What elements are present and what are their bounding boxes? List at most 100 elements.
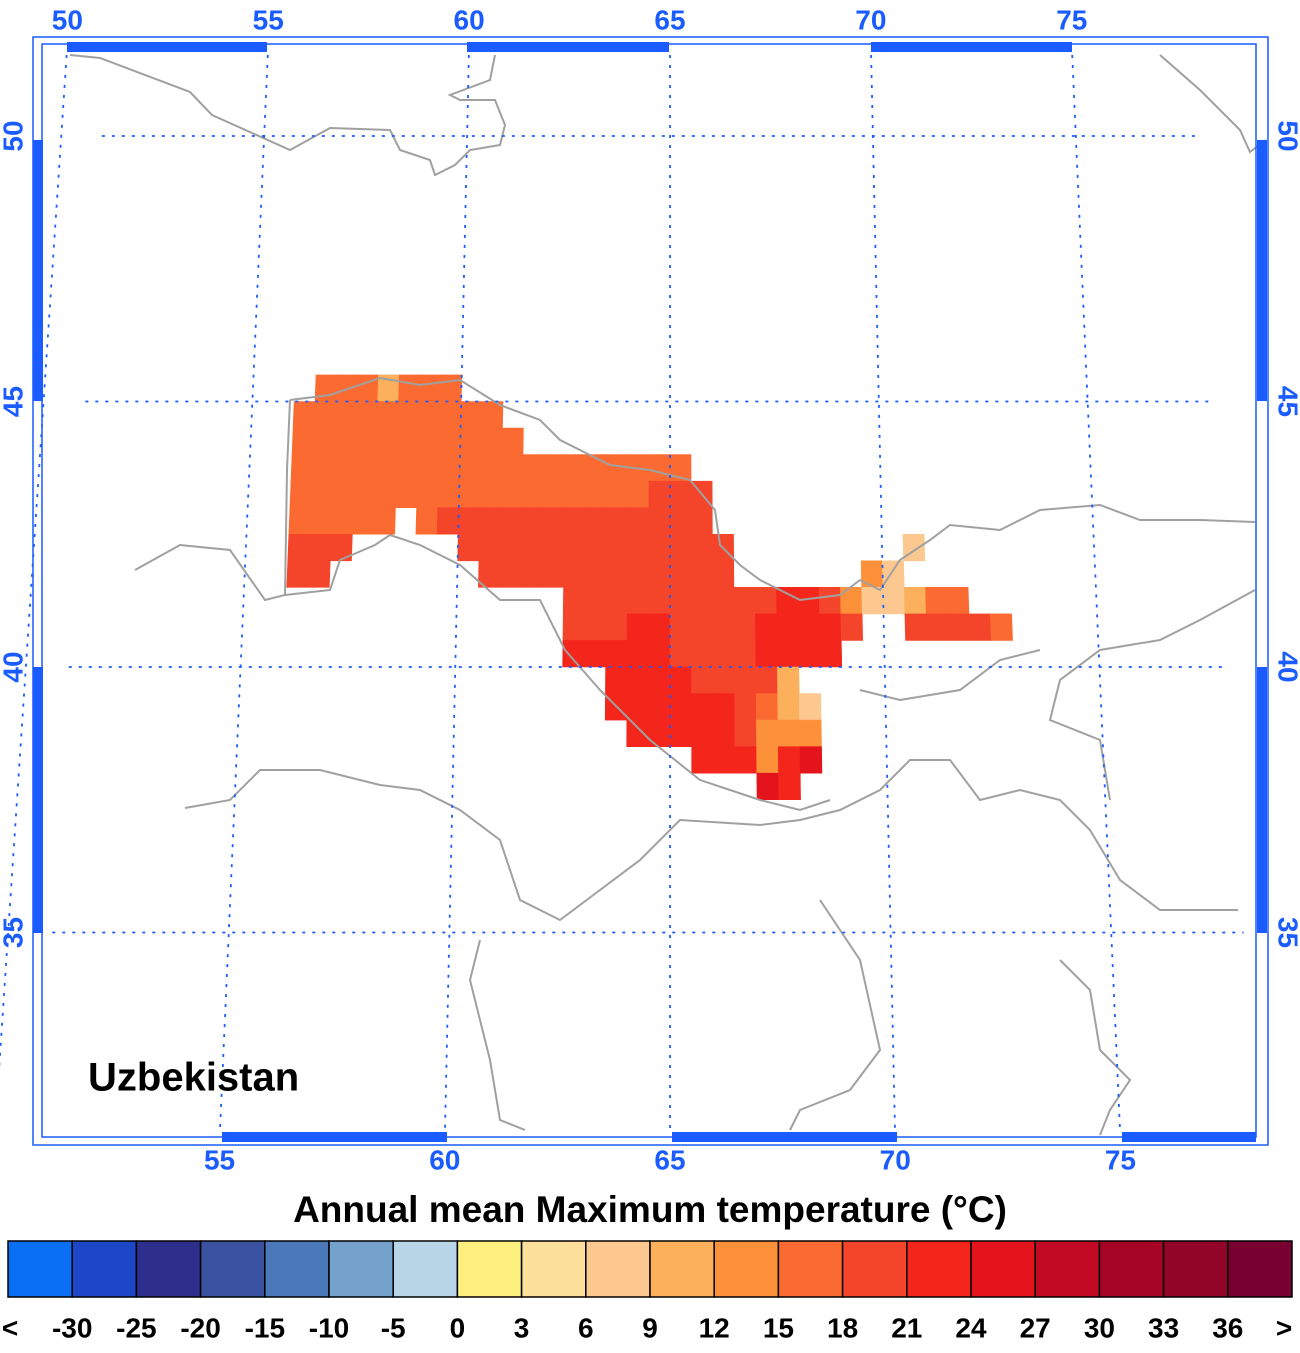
colorbar-box bbox=[456, 1240, 523, 1298]
grid-cell bbox=[754, 587, 778, 615]
grid-cell bbox=[904, 613, 928, 641]
grid-cell bbox=[777, 693, 800, 721]
grid-cell bbox=[840, 613, 864, 641]
frame-bar bbox=[1122, 1132, 1256, 1142]
grid-cell bbox=[584, 507, 607, 535]
grid-cell bbox=[437, 480, 460, 509]
grid-cell bbox=[564, 480, 587, 509]
grid-cell bbox=[733, 640, 757, 668]
grid-cell bbox=[459, 454, 482, 482]
grid-cell bbox=[458, 480, 481, 509]
grid-cell bbox=[777, 746, 801, 774]
grid-cell bbox=[584, 587, 607, 615]
colorbar-box bbox=[392, 1240, 459, 1298]
grid-cell bbox=[541, 560, 565, 588]
border bbox=[1048, 589, 1256, 801]
grid-cell bbox=[799, 746, 823, 774]
grid-cell bbox=[605, 666, 628, 694]
grid-cell bbox=[690, 587, 714, 615]
lat-tick-label: 35 bbox=[1273, 917, 1300, 948]
colorbar-box bbox=[1098, 1240, 1165, 1298]
grid-cell bbox=[520, 560, 543, 588]
grid-cell bbox=[605, 533, 628, 562]
grid-cell bbox=[354, 427, 378, 455]
colorbar-label: > bbox=[1276, 1312, 1292, 1343]
grid-cell bbox=[605, 613, 628, 641]
colorbar-label: 33 bbox=[1148, 1312, 1179, 1343]
colorbar-label: 18 bbox=[827, 1312, 858, 1343]
grid-cell bbox=[521, 533, 544, 562]
grid-cell bbox=[416, 454, 440, 482]
grid-cell bbox=[584, 613, 607, 641]
lat-tick-label: 40 bbox=[0, 651, 28, 682]
grid-cell bbox=[925, 613, 949, 641]
grid-cell bbox=[457, 507, 481, 535]
grid-cell bbox=[925, 587, 948, 615]
grid-cell bbox=[648, 480, 671, 509]
colorbar-label: 12 bbox=[699, 1312, 730, 1343]
grid-cell bbox=[333, 427, 357, 455]
grid-cell bbox=[311, 454, 335, 482]
grid-cell bbox=[626, 666, 649, 694]
grid-cell bbox=[733, 613, 756, 641]
grid-cell bbox=[755, 613, 778, 641]
grid-cell bbox=[755, 693, 779, 721]
grid-cell bbox=[756, 719, 779, 747]
colorbar-box bbox=[906, 1240, 972, 1298]
colorbar-label: 9 bbox=[642, 1312, 658, 1343]
grid-cell bbox=[352, 480, 376, 509]
grid-cell bbox=[584, 560, 607, 588]
lon-tick-label: 55 bbox=[204, 1144, 235, 1175]
grid-cell bbox=[583, 640, 607, 668]
grid-cell bbox=[755, 666, 778, 694]
colorbar-label: 36 bbox=[1212, 1312, 1243, 1343]
grid-cell bbox=[712, 666, 735, 694]
grid-cell bbox=[669, 693, 692, 721]
grid-cell bbox=[691, 719, 714, 747]
grid-cell bbox=[374, 454, 398, 482]
grid-cell bbox=[331, 480, 355, 509]
grid-cell bbox=[501, 454, 524, 482]
grid-cell bbox=[542, 507, 565, 535]
colorbar-label: -5 bbox=[381, 1312, 406, 1343]
grid-cell bbox=[669, 613, 692, 641]
grid-cell bbox=[479, 480, 502, 509]
grid-cell bbox=[563, 507, 586, 535]
grid-cell bbox=[459, 427, 482, 455]
grid-layer bbox=[0, 54, 1244, 1131]
frame-bar bbox=[871, 42, 1072, 52]
grid-cell bbox=[291, 427, 315, 455]
grid-cell bbox=[352, 507, 375, 535]
grid-cell bbox=[374, 480, 397, 509]
border bbox=[859, 649, 1041, 702]
grid-cell bbox=[438, 454, 461, 482]
grid-cell bbox=[564, 454, 587, 482]
grid-cell bbox=[648, 719, 671, 747]
colorbar-box bbox=[1034, 1240, 1101, 1298]
grid-cell bbox=[691, 746, 714, 774]
grid-cell bbox=[799, 719, 822, 747]
colorbar-box bbox=[649, 1240, 715, 1298]
grid-cell bbox=[669, 480, 692, 509]
colorbar-label: 0 bbox=[450, 1312, 466, 1343]
colorbar-label: -15 bbox=[245, 1312, 285, 1343]
grid-cell bbox=[627, 507, 650, 535]
ticks-layer: 50 55 55 60 60 65 65 70 70 75 75 50 50 45 45 40 40 35 35 bbox=[0, 4, 1300, 1175]
frame-bar bbox=[1257, 140, 1267, 401]
grid-cell bbox=[290, 454, 314, 482]
meridian bbox=[1071, 54, 1121, 1131]
colorbar-box bbox=[777, 1240, 844, 1298]
grid-cell bbox=[734, 693, 757, 721]
colorbar-label: 24 bbox=[955, 1312, 987, 1343]
grid-cell bbox=[440, 374, 463, 402]
grid-cell bbox=[376, 401, 399, 429]
grid-cell bbox=[478, 533, 501, 562]
grid-cell bbox=[329, 533, 353, 562]
grid-cell bbox=[669, 587, 692, 615]
grid-cell bbox=[332, 454, 356, 482]
grid-cell bbox=[500, 480, 523, 509]
grid-cell bbox=[734, 719, 757, 747]
colorbar-box bbox=[713, 1240, 780, 1298]
colorbar-box bbox=[199, 1240, 266, 1298]
